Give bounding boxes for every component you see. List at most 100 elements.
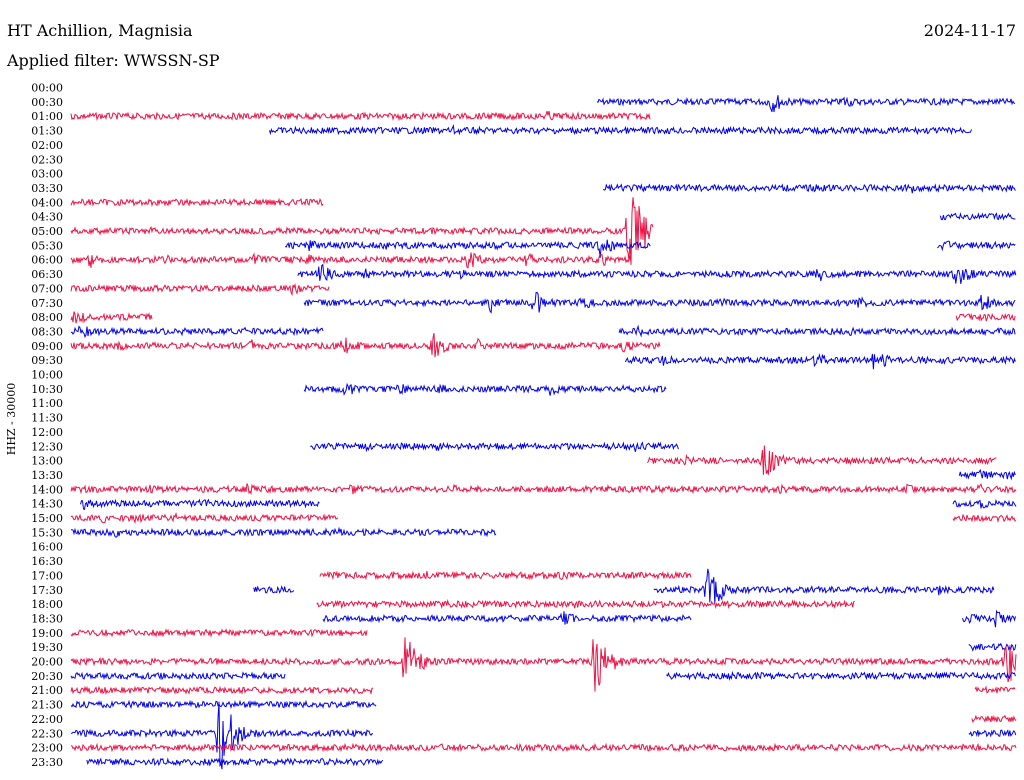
row-label-2000: 20:00 bbox=[31, 656, 63, 669]
row-label-0600: 06:00 bbox=[31, 254, 63, 267]
station-title: HT Achillion, Magnisia bbox=[7, 21, 193, 40]
trace-1430-seg0 bbox=[80, 498, 320, 510]
trace-1400-seg0 bbox=[70, 483, 1017, 496]
trace-1800-seg0 bbox=[316, 599, 855, 610]
row-label-1100: 11:00 bbox=[31, 397, 63, 410]
trace-1830-seg0 bbox=[322, 611, 692, 625]
row-label-0330: 03:30 bbox=[31, 182, 63, 195]
trace-0430-seg0 bbox=[939, 212, 1016, 221]
trace-0630-seg0 bbox=[297, 263, 1017, 284]
row-label-1230: 12:30 bbox=[31, 440, 63, 453]
row-label-0700: 07:00 bbox=[31, 282, 63, 295]
row-label-0830: 08:30 bbox=[31, 325, 63, 338]
row-label-0230: 02:30 bbox=[31, 153, 63, 166]
traces bbox=[70, 95, 1017, 770]
row-label-0900: 09:00 bbox=[31, 340, 63, 353]
trace-1530-seg0 bbox=[71, 526, 497, 538]
trace-2230-seg1 bbox=[968, 729, 1017, 738]
trace-2230-seg0 bbox=[70, 701, 373, 770]
row-label-1330: 13:30 bbox=[31, 469, 63, 482]
row-label-1930: 19:30 bbox=[31, 641, 63, 654]
trace-0530-seg0 bbox=[284, 239, 651, 258]
row-label-1900: 19:00 bbox=[31, 627, 63, 640]
trace-1700-seg0 bbox=[319, 570, 692, 581]
row-label-2330: 23:30 bbox=[31, 756, 63, 769]
trace-0830-seg0 bbox=[70, 325, 324, 339]
row-label-1630: 16:30 bbox=[31, 555, 63, 568]
trace-1730-seg1 bbox=[653, 568, 995, 604]
row-label-0730: 07:30 bbox=[31, 297, 63, 310]
trace-0900-seg0 bbox=[70, 333, 661, 358]
trace-1500-seg0 bbox=[70, 511, 339, 525]
row-label-0130: 01:30 bbox=[31, 125, 63, 138]
trace-1930-seg0 bbox=[968, 642, 1017, 652]
trace-0400-seg0 bbox=[70, 197, 324, 207]
trace-1430-seg1 bbox=[952, 498, 1017, 509]
trace-2030-seg0 bbox=[70, 671, 286, 681]
trace-0330-seg0 bbox=[602, 183, 1016, 194]
trace-0700-seg0 bbox=[70, 282, 330, 297]
trace-0830-seg1 bbox=[618, 324, 1016, 338]
trace-0130-seg0 bbox=[268, 123, 972, 136]
row-label-1700: 17:00 bbox=[31, 569, 63, 582]
trace-0800-seg1 bbox=[955, 312, 1016, 322]
row-label-0200: 02:00 bbox=[31, 139, 63, 152]
row-label-2100: 21:00 bbox=[31, 684, 63, 697]
row-label-0930: 09:30 bbox=[31, 354, 63, 367]
trace-1830-seg1 bbox=[962, 609, 1016, 628]
trace-0600-seg0 bbox=[70, 252, 632, 269]
date-label: 2024-11-17 bbox=[923, 21, 1016, 40]
trace-0800-seg0 bbox=[70, 311, 153, 324]
row-label-2130: 21:30 bbox=[31, 699, 63, 712]
row-label-0630: 06:30 bbox=[31, 268, 63, 281]
trace-1500-seg1 bbox=[952, 513, 1016, 523]
trace-0930-seg0 bbox=[624, 353, 1016, 370]
trace-0530-seg1 bbox=[937, 240, 1016, 252]
row-label-0530: 05:30 bbox=[31, 239, 63, 252]
row-label-0430: 04:30 bbox=[31, 211, 63, 224]
row-label-1600: 16:00 bbox=[31, 541, 63, 554]
trace-1730-seg0 bbox=[253, 585, 295, 594]
trace-2200-seg0 bbox=[971, 714, 1017, 723]
row-label-1730: 17:30 bbox=[31, 584, 63, 597]
trace-2330-seg0 bbox=[86, 757, 384, 767]
trace-2100-seg0 bbox=[70, 685, 374, 696]
row-label-1500: 15:00 bbox=[31, 512, 63, 525]
row-label-1030: 10:30 bbox=[31, 383, 63, 396]
row-label-0500: 05:00 bbox=[31, 225, 63, 238]
trace-1030-seg0 bbox=[303, 382, 667, 396]
row-label-2200: 22:00 bbox=[31, 713, 63, 726]
row-label-2230: 22:30 bbox=[31, 727, 63, 740]
row-label-1830: 18:30 bbox=[31, 612, 63, 625]
row-label-0400: 04:00 bbox=[31, 196, 63, 209]
trace-0500-seg0 bbox=[70, 197, 654, 265]
row-label-2300: 23:00 bbox=[31, 742, 63, 755]
trace-1300-seg0 bbox=[646, 445, 997, 475]
trace-2000-seg0 bbox=[70, 637, 1017, 692]
trace-0100-seg0 bbox=[70, 110, 651, 122]
trace-1900-seg0 bbox=[70, 628, 368, 638]
trace-2100-seg1 bbox=[974, 685, 1016, 694]
trace-2300-seg0 bbox=[70, 742, 1017, 753]
row-label-1300: 13:00 bbox=[31, 455, 63, 468]
row-label-1000: 10:00 bbox=[31, 369, 63, 382]
row-label-1400: 14:00 bbox=[31, 483, 63, 496]
row-label-2030: 20:30 bbox=[31, 670, 63, 683]
row-label-1530: 15:30 bbox=[31, 526, 63, 539]
row-label-0000: 00:00 bbox=[31, 82, 63, 95]
row-label-0100: 01:00 bbox=[31, 110, 63, 123]
trace-0730-seg0 bbox=[303, 291, 1016, 314]
trace-1330-seg0 bbox=[958, 468, 1016, 481]
row-label-0030: 00:30 bbox=[31, 96, 63, 109]
row-label-0800: 08:00 bbox=[31, 311, 63, 324]
trace-2130-seg0 bbox=[70, 699, 377, 710]
filter-label: Applied filter: WWSSN-SP bbox=[7, 51, 220, 70]
trace-1230-seg0 bbox=[310, 441, 679, 453]
trace-0030-seg0 bbox=[596, 95, 1016, 113]
row-label-1430: 14:30 bbox=[31, 498, 63, 511]
row-label-1130: 11:30 bbox=[31, 412, 63, 425]
row-label-1800: 18:00 bbox=[31, 598, 63, 611]
row-label-0300: 03:00 bbox=[31, 168, 63, 181]
